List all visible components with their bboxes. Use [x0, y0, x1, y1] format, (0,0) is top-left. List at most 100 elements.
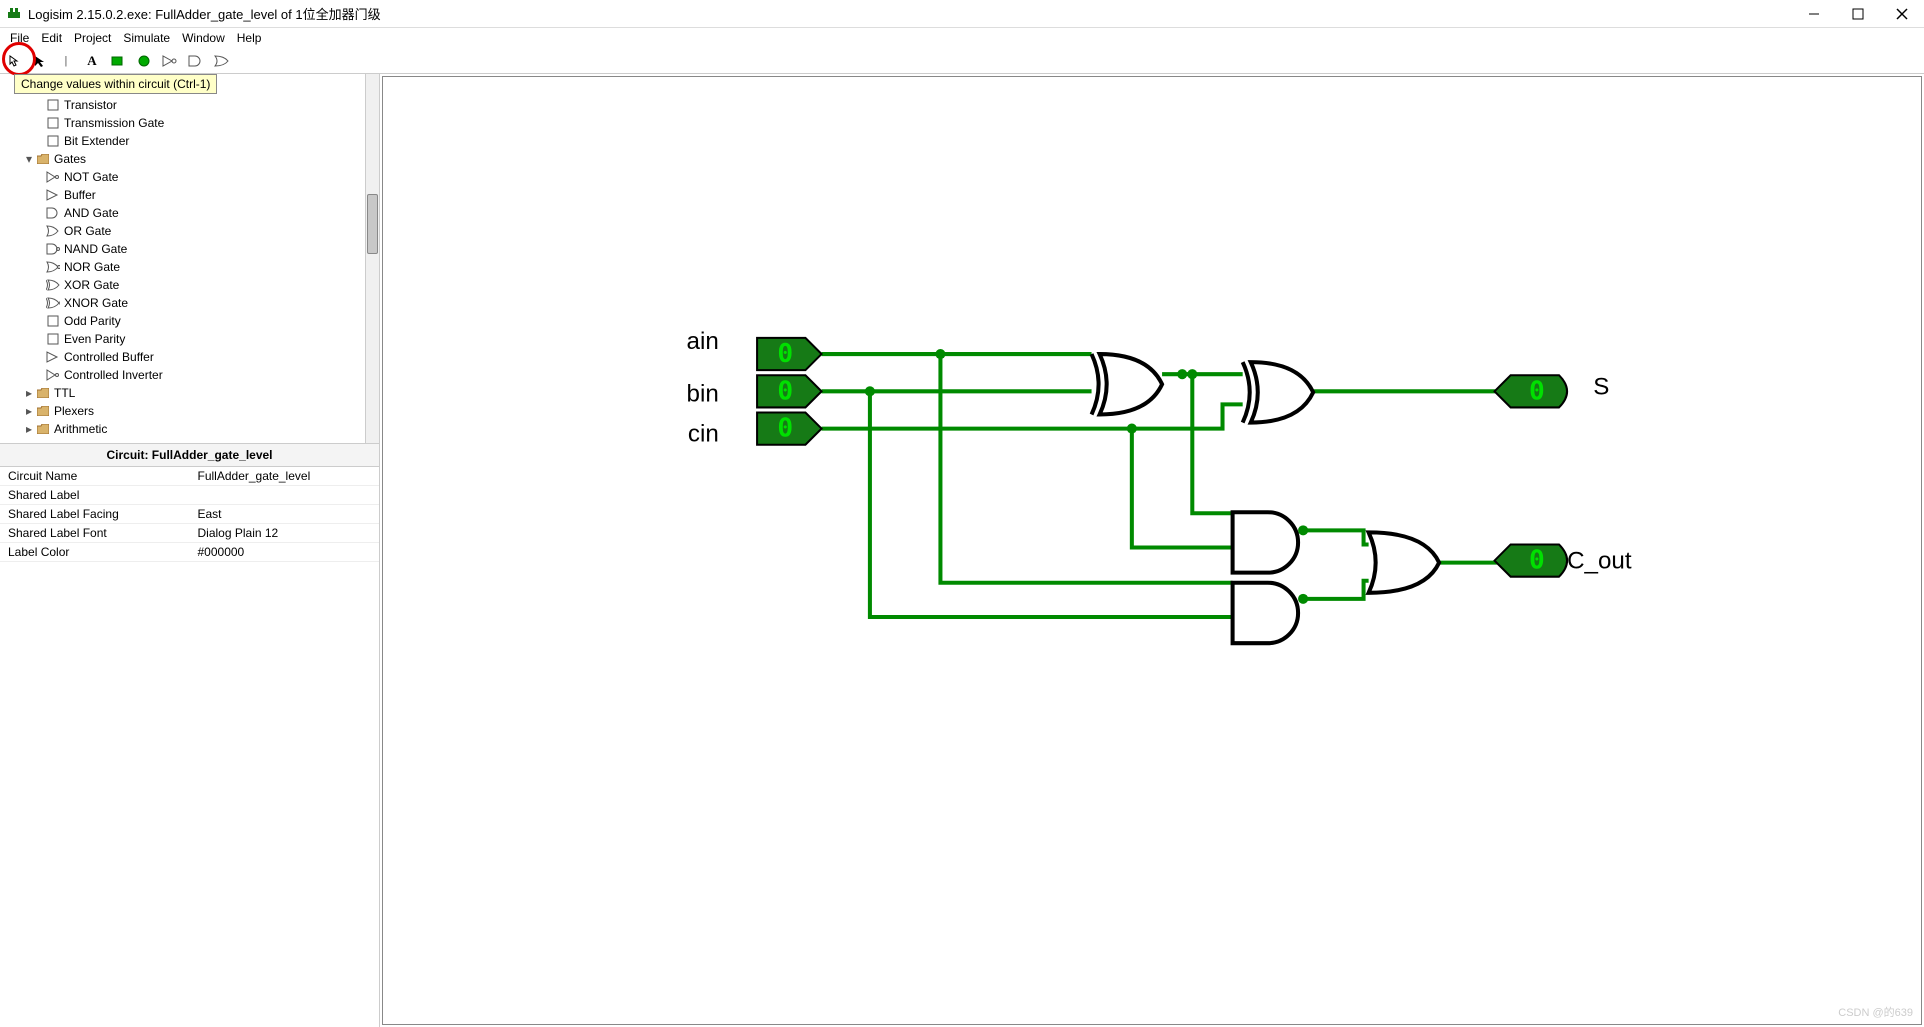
prop-key: Circuit Name	[0, 467, 190, 486]
input-pin-button[interactable]	[108, 51, 128, 71]
prop-value[interactable]: Dialog Plain 12	[190, 524, 380, 543]
maximize-button[interactable]	[1850, 6, 1866, 22]
tree-item-label: Odd Parity	[64, 314, 121, 328]
titlebar: Logisim 2.15.0.2.exe: FullAdder_gate_lev…	[0, 0, 1924, 28]
menubar: File Edit Project Simulate Window Help	[0, 28, 1924, 48]
square-icon	[46, 314, 60, 328]
tree-item-label: XOR Gate	[64, 278, 119, 292]
tree-item-odd-parity[interactable]: Odd Parity	[4, 312, 379, 330]
prop-value[interactable]: FullAdder_gate_level	[190, 467, 380, 486]
xor-icon	[46, 278, 60, 292]
window-title: Logisim 2.15.0.2.exe: FullAdder_gate_lev…	[28, 4, 1806, 23]
nor-icon	[46, 260, 60, 274]
tree-item-label: Gates	[54, 152, 86, 166]
tree-item-label: NOT Gate	[64, 170, 118, 184]
tree-item-not-gate[interactable]: NOT Gate	[4, 168, 379, 186]
not-icon	[46, 368, 60, 382]
main-area: GroundTransistorTransmission GateBit Ext…	[0, 74, 1924, 1027]
menu-window[interactable]: Window	[176, 31, 231, 45]
property-row[interactable]: Shared Label FacingEast	[0, 505, 379, 524]
prop-value[interactable]: #000000	[190, 543, 380, 562]
svg-text:S: S	[1593, 373, 1609, 400]
menu-simulate[interactable]: Simulate	[117, 31, 176, 45]
tree-item-controlled-buffer[interactable]: Controlled Buffer	[4, 348, 379, 366]
tree-item-label: XNOR Gate	[64, 296, 128, 310]
svg-text:cin: cin	[688, 421, 719, 448]
poke-tool-button[interactable]	[4, 51, 24, 71]
tree-item-controlled-inverter[interactable]: Controlled Inverter	[4, 366, 379, 384]
close-button[interactable]	[1894, 6, 1910, 22]
tree-item-label: Transmission Gate	[64, 116, 164, 130]
tree-item-plexers[interactable]: ▸Plexers	[4, 402, 379, 420]
tree-item-buffer[interactable]: Buffer	[4, 186, 379, 204]
svg-text:0: 0	[777, 339, 793, 369]
minimize-button[interactable]	[1806, 6, 1822, 22]
output-pin-button[interactable]	[134, 51, 154, 71]
properties-panel: Circuit: FullAdder_gate_level Circuit Na…	[0, 444, 379, 1027]
nand-icon	[46, 242, 60, 256]
tree-item-transistor[interactable]: Transistor	[4, 96, 379, 114]
bit-ext-icon	[46, 134, 60, 148]
tree-item-transmission-gate[interactable]: Transmission Gate	[4, 114, 379, 132]
prop-key: Shared Label Facing	[0, 505, 190, 524]
wiring-tool-button[interactable]: |	[56, 51, 76, 71]
svg-text:C_out: C_out	[1567, 548, 1632, 575]
prop-value[interactable]	[190, 486, 380, 505]
tree-item-or-gate[interactable]: OR Gate	[4, 222, 379, 240]
tree-item-label: AND Gate	[64, 206, 119, 220]
tree-item-label: Buffer	[64, 188, 96, 202]
buf-icon	[46, 188, 60, 202]
menu-project[interactable]: Project	[68, 31, 117, 45]
property-row[interactable]: Circuit NameFullAdder_gate_level	[0, 467, 379, 486]
property-row[interactable]: Shared Label	[0, 486, 379, 505]
tree-item-ttl[interactable]: ▸TTL	[4, 384, 379, 402]
tree-item-and-gate[interactable]: AND Gate	[4, 204, 379, 222]
or-icon	[46, 224, 60, 238]
square-icon	[46, 332, 60, 346]
xnor-icon	[46, 296, 60, 310]
tree-item-label: NAND Gate	[64, 242, 127, 256]
menu-file[interactable]: File	[4, 31, 35, 45]
circuit-canvas[interactable]: 0ain0bin0cin0S0C_out CSDN @的639	[382, 76, 1922, 1025]
folder-icon	[36, 422, 50, 436]
tree-item-nor-gate[interactable]: NOR Gate	[4, 258, 379, 276]
tree-item-label: OR Gate	[64, 224, 111, 238]
tree-item-gates[interactable]: ▾Gates	[4, 150, 379, 168]
tree-item-label: Bit Extender	[64, 134, 129, 148]
tree-item-arithmetic[interactable]: ▸Arithmetic	[4, 420, 379, 438]
circuit-diagram: 0ain0bin0cin0S0C_out	[383, 77, 1921, 1024]
tree-item-xor-gate[interactable]: XOR Gate	[4, 276, 379, 294]
property-row[interactable]: Label Color#000000	[0, 543, 379, 562]
tree-item-nand-gate[interactable]: NAND Gate	[4, 240, 379, 258]
toolbar: | A	[0, 48, 1924, 74]
sidebar: GroundTransistorTransmission GateBit Ext…	[0, 74, 380, 1027]
tree-item-xnor-gate[interactable]: XNOR Gate	[4, 294, 379, 312]
and-icon	[46, 206, 60, 220]
tree-item-bit-extender[interactable]: Bit Extender	[4, 132, 379, 150]
and-gate-button[interactable]	[186, 51, 206, 71]
scrollbar-thumb[interactable]	[367, 194, 378, 254]
prop-key: Label Color	[0, 543, 190, 562]
folder-icon	[36, 152, 50, 166]
or-gate-button[interactable]	[212, 51, 232, 71]
property-row[interactable]: Shared Label FontDialog Plain 12	[0, 524, 379, 543]
tree-item-even-parity[interactable]: Even Parity	[4, 330, 379, 348]
svg-text:0: 0	[1529, 376, 1545, 406]
tree-item-label: Transistor	[64, 98, 117, 112]
menu-help[interactable]: Help	[231, 31, 268, 45]
transistor-icon	[46, 98, 60, 112]
prop-value[interactable]: East	[190, 505, 380, 524]
tree-item-label: Arithmetic	[54, 422, 107, 436]
text-tool-button[interactable]: A	[82, 51, 102, 71]
edit-tool-button[interactable]	[30, 51, 50, 71]
component-tree[interactable]: GroundTransistorTransmission GateBit Ext…	[0, 74, 379, 444]
svg-text:0: 0	[777, 414, 793, 444]
menu-edit[interactable]: Edit	[35, 31, 68, 45]
not-gate-button[interactable]	[160, 51, 180, 71]
tree-scrollbar[interactable]	[365, 74, 379, 443]
svg-text:ain: ain	[687, 328, 719, 355]
tree-item-label: Controlled Buffer	[64, 350, 154, 364]
tree-item-label: NOR Gate	[64, 260, 120, 274]
svg-text:0: 0	[1529, 546, 1545, 576]
app-logo-icon	[6, 6, 22, 22]
